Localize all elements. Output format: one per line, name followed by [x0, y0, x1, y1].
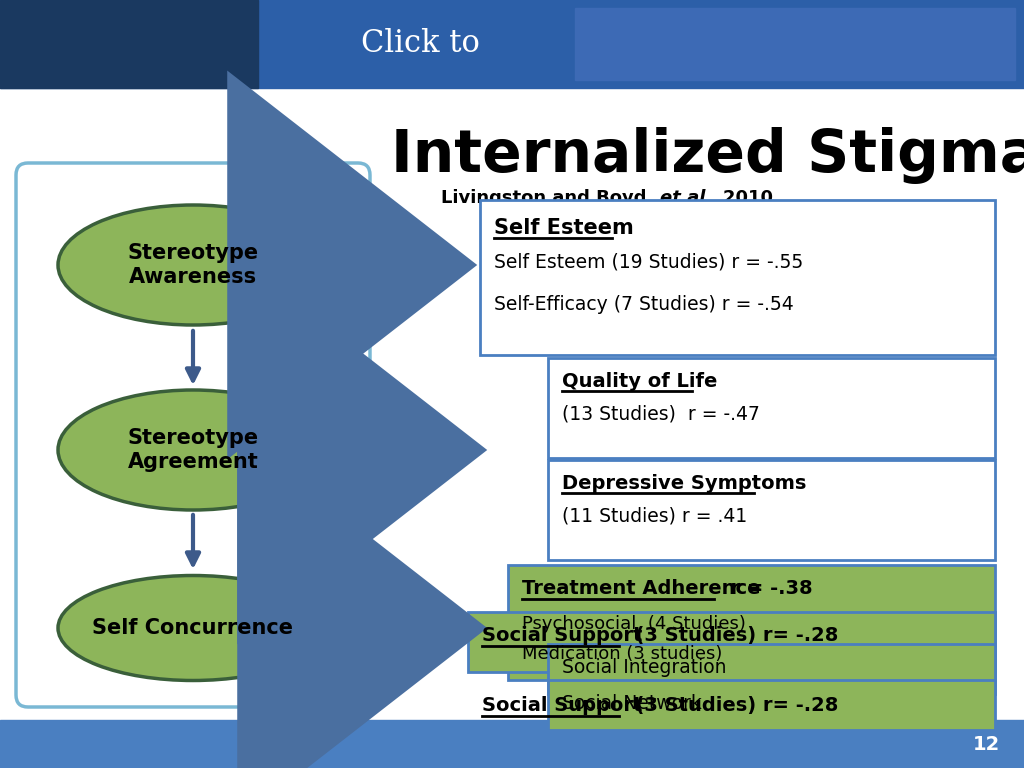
Text: Self Esteem: Self Esteem — [494, 218, 634, 238]
Text: Depressive Symptoms: Depressive Symptoms — [562, 474, 806, 493]
Text: Self Concurrence: Self Concurrence — [92, 618, 294, 638]
Text: (11 Studies) r = .41: (11 Studies) r = .41 — [562, 506, 748, 525]
Bar — [575, 8, 1015, 80]
Text: ., 2010: ., 2010 — [703, 189, 773, 207]
Text: (3 Studies) r= -.28: (3 Studies) r= -.28 — [622, 626, 839, 645]
Text: (13 Studies)  r = -.47: (13 Studies) r = -.47 — [562, 404, 760, 423]
Text: Stereotype
Awareness: Stereotype Awareness — [127, 243, 259, 286]
Text: Self Esteem (19 Studies) r = -.55: Self Esteem (19 Studies) r = -.55 — [494, 252, 803, 271]
Text: Social Network: Social Network — [562, 694, 701, 713]
Ellipse shape — [58, 390, 328, 510]
FancyBboxPatch shape — [508, 565, 995, 680]
Bar — [0, 0, 258, 88]
Text: r = -.38: r = -.38 — [717, 579, 813, 598]
Text: Stereotype
Agreement: Stereotype Agreement — [127, 429, 259, 472]
Ellipse shape — [58, 205, 328, 325]
Bar — [0, 720, 1024, 768]
Text: Psychosocial  (4 Studies): Psychosocial (4 Studies) — [522, 615, 745, 633]
Text: Social Integration: Social Integration — [562, 658, 726, 677]
Text: et al: et al — [660, 189, 706, 207]
Text: Social Support: Social Support — [482, 696, 642, 715]
FancyBboxPatch shape — [468, 612, 995, 672]
FancyBboxPatch shape — [480, 200, 995, 355]
FancyBboxPatch shape — [548, 358, 995, 458]
Text: Quality of Life: Quality of Life — [562, 372, 718, 391]
FancyBboxPatch shape — [16, 163, 370, 707]
FancyBboxPatch shape — [548, 644, 995, 694]
Ellipse shape — [58, 575, 328, 680]
FancyBboxPatch shape — [548, 680, 995, 730]
Text: Click to: Click to — [360, 28, 479, 59]
Text: 12: 12 — [973, 734, 1000, 753]
Text: Livingston and Boyd,: Livingston and Boyd, — [441, 189, 660, 207]
Text: Internalized Stigma: Internalized Stigma — [391, 127, 1024, 184]
Text: Medication (3 studies): Medication (3 studies) — [522, 645, 722, 663]
FancyBboxPatch shape — [548, 460, 995, 560]
Bar — [0, 0, 1024, 88]
Text: Treatment Adherence: Treatment Adherence — [522, 579, 761, 598]
Text: Self-Efficacy (7 Studies) r = -.54: Self-Efficacy (7 Studies) r = -.54 — [494, 295, 794, 314]
Text: Social Support: Social Support — [482, 626, 642, 645]
Text: (3 Studies) r= -.28: (3 Studies) r= -.28 — [622, 696, 839, 715]
